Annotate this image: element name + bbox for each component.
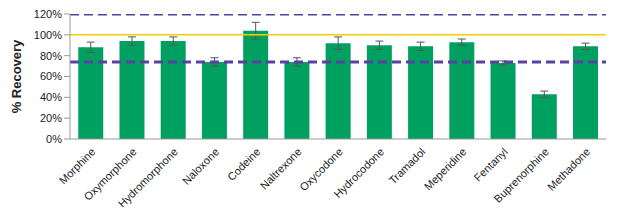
svg-text:% Recovery: % Recovery	[9, 39, 24, 113]
svg-text:Oxycodone: Oxycodone	[297, 145, 345, 194]
svg-text:Methadone: Methadone	[545, 145, 592, 192]
svg-text:Buprenorphine: Buprenorphine	[492, 145, 552, 205]
svg-text:Oxymorphone: Oxymorphone	[81, 145, 139, 203]
svg-text:120%: 120%	[34, 8, 62, 20]
svg-text:100%: 100%	[34, 29, 62, 41]
svg-text:Hydromorphone: Hydromorphone	[116, 145, 180, 207]
svg-text:80%: 80%	[40, 50, 62, 62]
svg-text:Hydrocodone: Hydrocodone	[331, 145, 386, 200]
svg-text:60%: 60%	[40, 70, 62, 82]
svg-text:Naloxone: Naloxone	[180, 145, 221, 186]
svg-text:Morphine: Morphine	[57, 145, 98, 186]
svg-text:0%: 0%	[46, 133, 62, 145]
svg-text:Codeine: Codeine	[225, 145, 262, 182]
svg-text:Meperidine: Meperidine	[422, 145, 469, 192]
svg-text:20%: 20%	[40, 112, 62, 124]
svg-text:Naltrexone: Naltrexone	[257, 145, 304, 192]
svg-text:40%: 40%	[40, 91, 62, 103]
svg-text:Tramadol: Tramadol	[386, 145, 427, 186]
svg-text:Fentanyl: Fentanyl	[472, 145, 510, 183]
